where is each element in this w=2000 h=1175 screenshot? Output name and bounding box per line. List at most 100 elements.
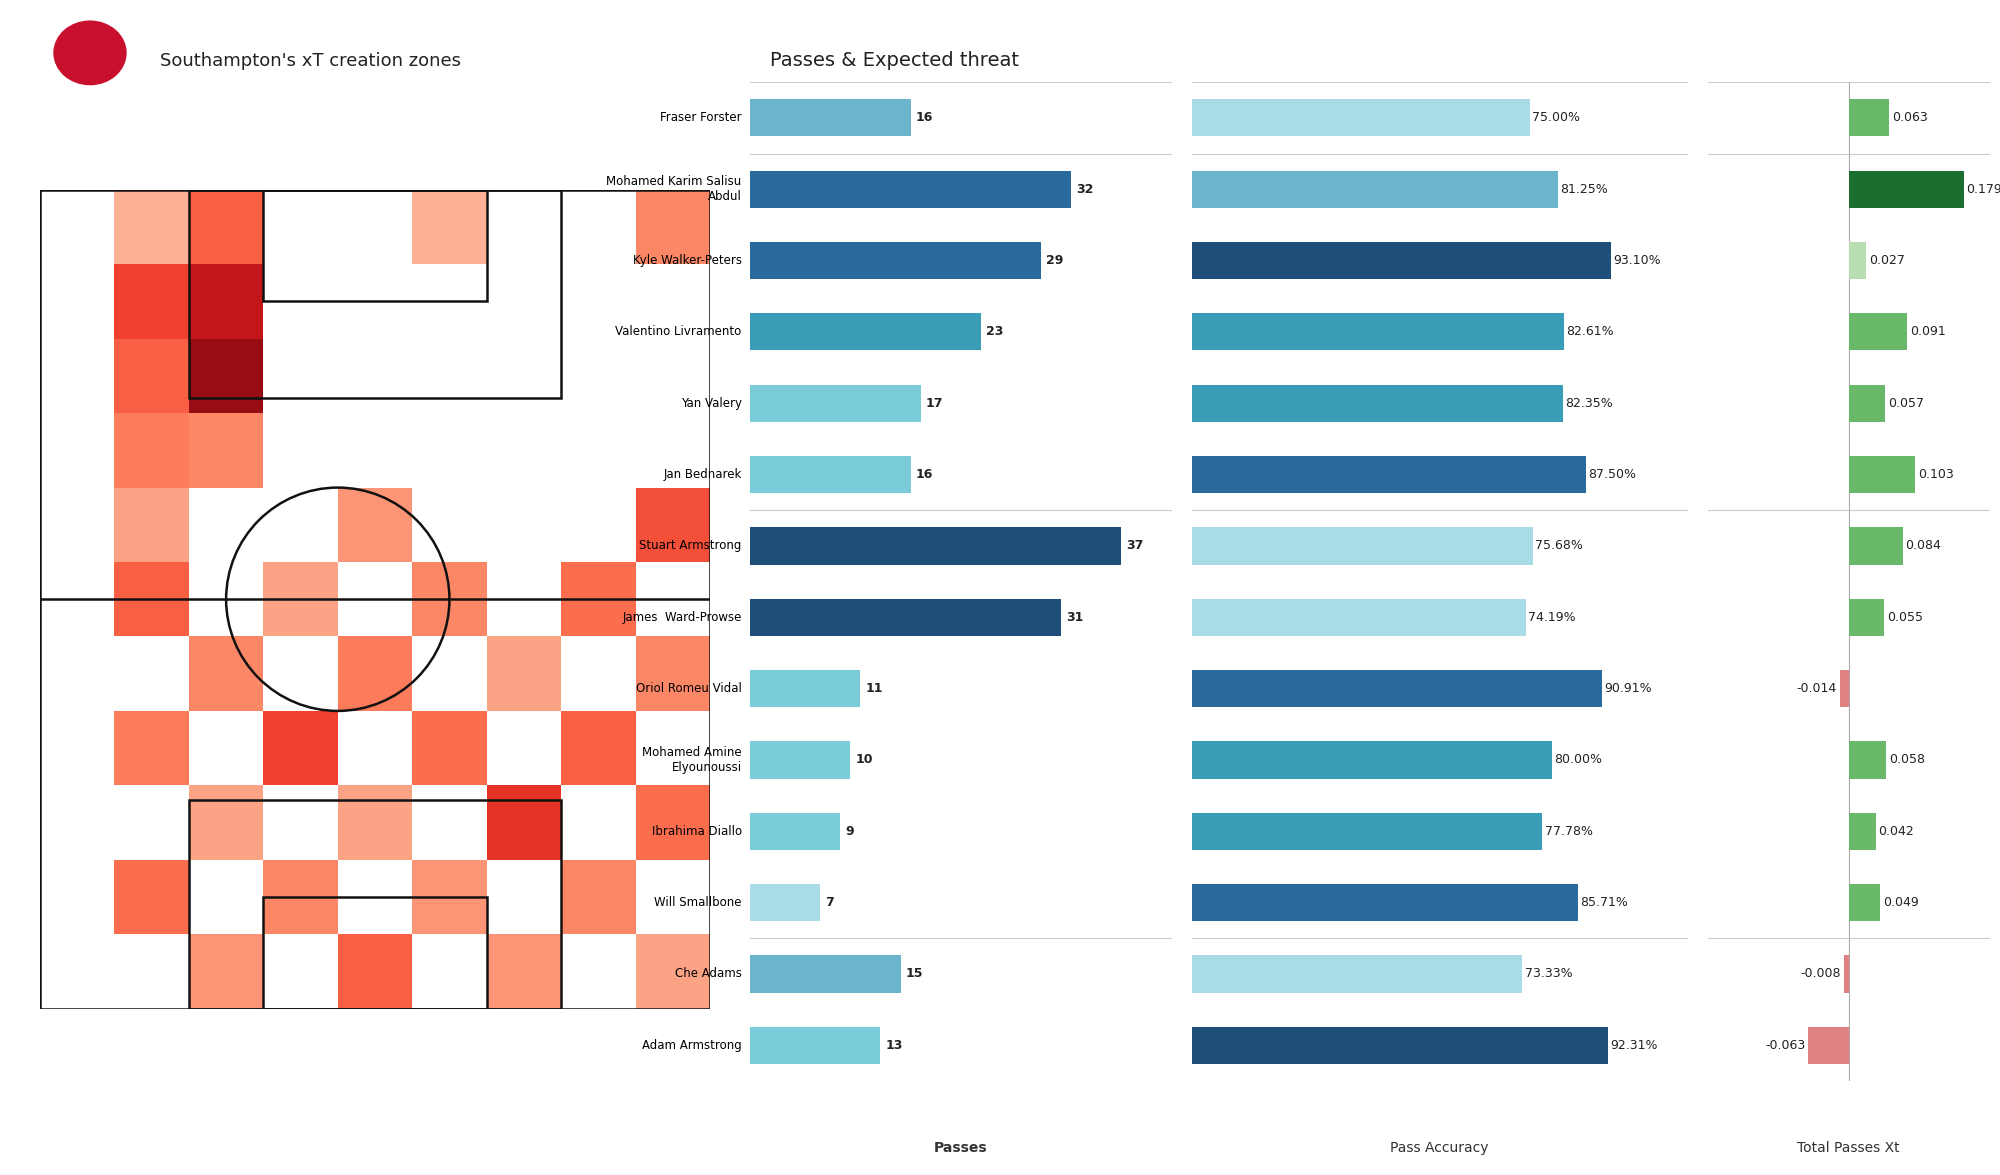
Bar: [264, 190, 486, 302]
Bar: [1192, 1027, 1608, 1063]
Bar: [114, 190, 188, 264]
Text: 0.049: 0.049: [1884, 897, 1918, 909]
Bar: [486, 934, 562, 1008]
Bar: [1848, 456, 1914, 494]
Text: 90.91%: 90.91%: [1604, 683, 1652, 696]
Text: 0.179: 0.179: [1966, 183, 2000, 196]
Bar: [1840, 670, 1848, 707]
Bar: [1844, 955, 1848, 993]
Bar: [114, 338, 188, 414]
Bar: [1848, 884, 1880, 921]
Text: 0.027: 0.027: [1868, 254, 1904, 267]
Bar: [1192, 170, 1558, 208]
Bar: [1848, 384, 1886, 422]
Bar: [188, 338, 264, 414]
Bar: [264, 562, 338, 637]
Bar: [1848, 100, 1890, 136]
Bar: [486, 785, 562, 860]
Text: 80.00%: 80.00%: [1554, 753, 1602, 766]
Bar: [338, 488, 412, 562]
Text: 0.042: 0.042: [1878, 825, 1914, 838]
Bar: [636, 785, 710, 860]
Bar: [562, 711, 636, 785]
Bar: [1848, 741, 1886, 779]
Bar: [636, 934, 710, 1008]
Bar: [750, 813, 840, 850]
Text: 73.33%: 73.33%: [1524, 967, 1572, 980]
Bar: [114, 562, 188, 637]
Bar: [1848, 170, 1964, 208]
Bar: [636, 190, 710, 264]
Text: Passes & Expected threat: Passes & Expected threat: [770, 52, 1020, 70]
Text: 7: 7: [826, 897, 834, 909]
Bar: [1192, 741, 1552, 779]
Text: 9: 9: [846, 825, 854, 838]
Bar: [750, 456, 910, 494]
Bar: [750, 955, 900, 993]
Bar: [1848, 528, 1902, 564]
Bar: [188, 414, 264, 488]
Text: 82.61%: 82.61%: [1566, 325, 1614, 338]
Text: 17: 17: [926, 397, 944, 410]
Bar: [1192, 242, 1612, 280]
Bar: [1192, 528, 1532, 564]
Bar: [750, 100, 910, 136]
Bar: [750, 884, 820, 921]
Bar: [412, 562, 486, 637]
Bar: [636, 488, 710, 562]
Bar: [1808, 1027, 1848, 1063]
Text: -0.008: -0.008: [1800, 967, 1840, 980]
Bar: [750, 1027, 880, 1063]
Bar: [750, 528, 1122, 564]
Bar: [114, 488, 188, 562]
Text: 74.19%: 74.19%: [1528, 611, 1576, 624]
Bar: [1192, 384, 1562, 422]
Bar: [562, 860, 636, 934]
Bar: [114, 711, 188, 785]
Bar: [188, 264, 264, 338]
Text: 10: 10: [856, 753, 872, 766]
Text: 0.058: 0.058: [1888, 753, 1924, 766]
Bar: [412, 190, 486, 264]
Bar: [114, 414, 188, 488]
Text: 31: 31: [1066, 611, 1084, 624]
Bar: [750, 670, 860, 707]
Text: 85.71%: 85.71%: [1580, 897, 1628, 909]
Bar: [264, 711, 338, 785]
Text: 0.057: 0.057: [1888, 397, 1924, 410]
Bar: [338, 785, 412, 860]
Bar: [1192, 670, 1602, 707]
Text: Passes: Passes: [934, 1141, 988, 1155]
Text: 16: 16: [916, 468, 934, 481]
Text: 77.78%: 77.78%: [1544, 825, 1592, 838]
Text: 75.00%: 75.00%: [1532, 112, 1580, 125]
Bar: [486, 637, 562, 711]
Text: 32: 32: [1076, 183, 1094, 196]
Bar: [1192, 456, 1586, 494]
Text: 13: 13: [886, 1039, 902, 1052]
Text: 0.103: 0.103: [1918, 468, 1954, 481]
Text: Pass Accuracy: Pass Accuracy: [1390, 1141, 1488, 1155]
Bar: [1192, 314, 1564, 350]
Bar: [338, 934, 412, 1008]
Bar: [636, 637, 710, 711]
Bar: [188, 800, 562, 1008]
Bar: [750, 314, 980, 350]
Bar: [114, 264, 188, 338]
Bar: [114, 860, 188, 934]
Bar: [264, 897, 486, 1008]
Bar: [1848, 813, 1876, 850]
Text: 11: 11: [866, 683, 882, 696]
Text: 75.68%: 75.68%: [1536, 539, 1582, 552]
Text: 29: 29: [1046, 254, 1064, 267]
Bar: [188, 785, 264, 860]
Bar: [1192, 599, 1526, 636]
Text: 81.25%: 81.25%: [1560, 183, 1608, 196]
Text: 0.063: 0.063: [1892, 112, 1928, 125]
Text: 93.10%: 93.10%: [1614, 254, 1662, 267]
Text: 15: 15: [906, 967, 924, 980]
Text: Southampton's xT creation zones: Southampton's xT creation zones: [160, 53, 460, 70]
Bar: [264, 860, 338, 934]
Bar: [1848, 599, 1884, 636]
Text: Total Passes Xt: Total Passes Xt: [1798, 1141, 1900, 1155]
